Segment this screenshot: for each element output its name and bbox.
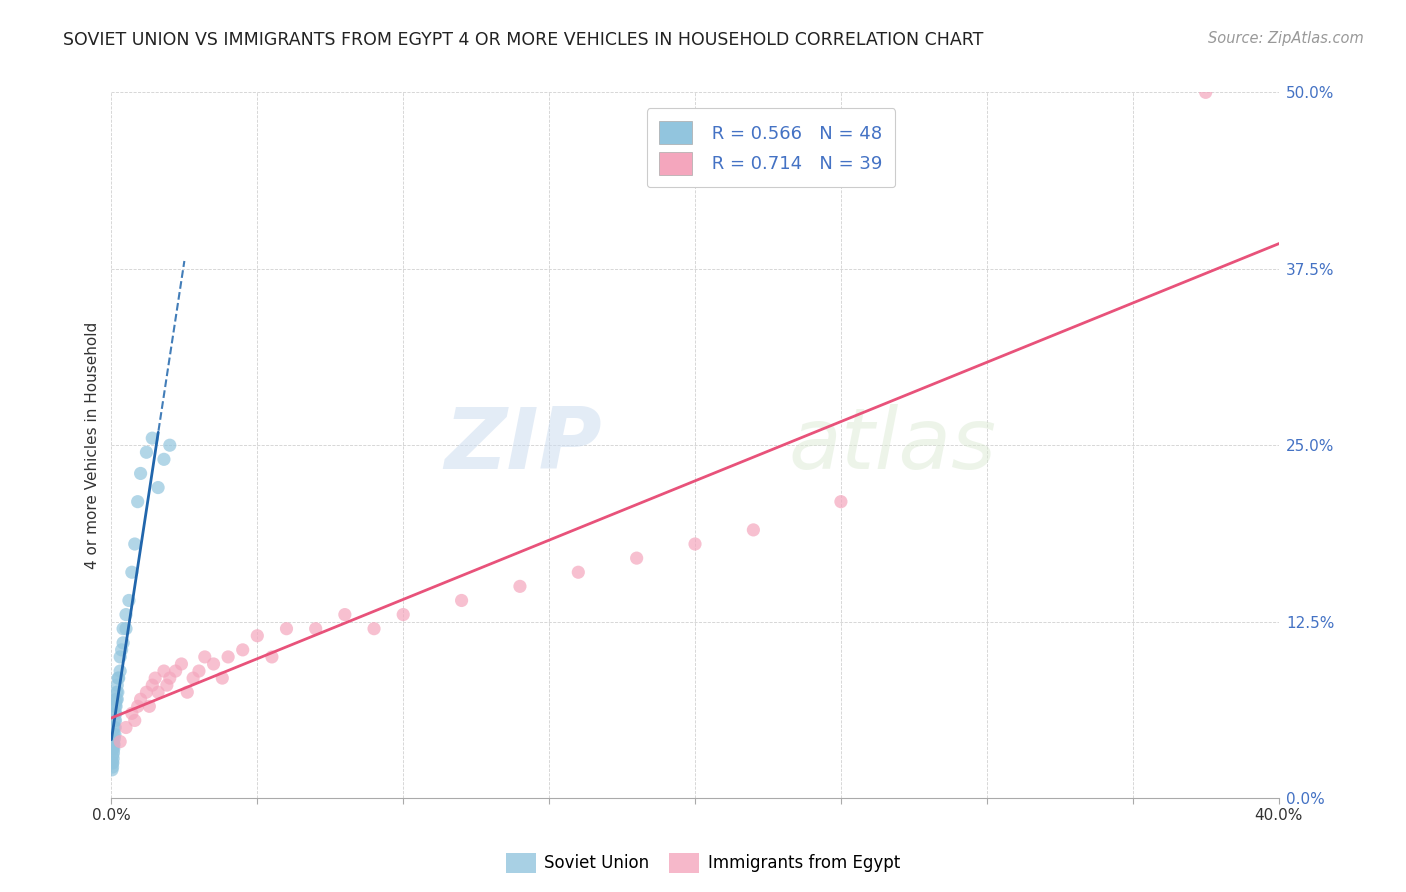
Point [202,657,225,671]
Point [104,721,127,735]
Point [115,721,138,735]
Point [101,748,124,763]
Point [104,695,127,709]
Point [135,445,157,459]
Point [129,467,152,481]
Y-axis label: 4 or more Vehicles in Household: 4 or more Vehicles in Household [86,322,100,569]
Text: ZIP: ZIP [444,404,602,487]
Point [124,714,146,728]
Point [188,664,211,678]
Point [626,551,648,566]
Point [101,763,124,777]
Point [103,714,125,728]
Point [159,671,181,685]
Point [211,671,233,685]
Point [112,636,135,650]
Point [103,727,125,741]
Point [121,706,143,721]
Point [103,741,125,756]
Legend:  R = 0.566   N = 48,  R = 0.714   N = 39: R = 0.566 N = 48, R = 0.714 N = 39 [647,109,896,187]
Point [194,649,217,664]
Point [115,607,138,622]
Point [509,579,531,593]
Point [105,678,128,692]
Point [260,649,283,664]
Point [138,699,160,714]
Point [1195,86,1218,100]
Point [742,523,765,537]
Point [107,671,129,685]
Point [159,438,181,452]
Point [276,622,298,636]
Point [103,731,125,746]
Point [103,721,125,735]
Point [146,685,169,699]
Point [101,751,124,765]
Point [118,593,141,607]
Point [105,699,128,714]
Point [217,649,239,664]
Point [121,566,143,580]
Point [170,657,193,671]
Point [392,607,415,622]
Point [104,706,127,721]
Point [111,643,134,657]
Point [141,678,163,692]
Point [176,685,198,699]
Point [108,664,131,678]
Point [124,537,146,551]
Point [143,671,166,685]
Point [156,678,179,692]
Point [363,622,385,636]
Point [107,685,129,699]
Point [101,741,124,756]
Point [104,706,127,721]
Point [567,566,589,580]
Point [146,481,169,495]
Text: atlas: atlas [789,404,997,487]
Point [129,692,152,706]
Point [246,629,269,643]
Point [105,692,128,706]
Text: SOVIET UNION VS IMMIGRANTS FROM EGYPT 4 OR MORE VEHICLES IN HOUSEHOLD CORRELATIO: SOVIET UNION VS IMMIGRANTS FROM EGYPT 4 … [63,31,984,49]
Point [112,622,135,636]
Point [103,746,125,760]
Point [141,431,163,445]
Point [101,760,124,774]
Point [101,738,124,752]
Point [127,699,149,714]
Point [103,734,125,748]
Point [101,756,124,770]
Point [153,452,176,467]
Point [127,494,149,508]
Point [165,664,187,678]
Point [103,738,125,752]
Point [450,593,472,607]
Point [107,671,129,685]
Point [683,537,706,551]
Point [153,664,176,678]
Point [135,685,157,699]
Point [108,734,131,748]
Point [830,494,852,508]
Point [305,622,328,636]
Point [105,685,128,699]
Point [101,756,124,770]
Point [104,714,127,728]
Point [181,671,204,685]
Point [105,692,128,706]
Text: Source: ZipAtlas.com: Source: ZipAtlas.com [1208,31,1364,46]
Point [104,727,127,741]
Point [115,622,138,636]
Point [104,699,127,714]
Point [232,643,254,657]
Point [108,649,131,664]
Point [333,607,356,622]
Legend: Soviet Union, Immigrants from Egypt: Soviet Union, Immigrants from Egypt [499,847,907,880]
